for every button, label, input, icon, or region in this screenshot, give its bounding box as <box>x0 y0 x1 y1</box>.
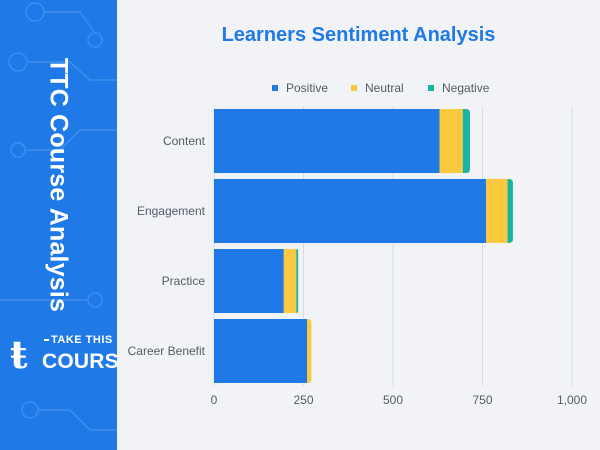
legend-marker-negative <box>428 85 434 91</box>
legend-label-negative: Negative <box>442 81 490 95</box>
x-tick-label-2: 500 <box>383 393 403 407</box>
bar-career-benefit-neutral <box>307 319 312 383</box>
chart-title: Learners Sentiment Analysis <box>221 24 496 46</box>
bar-content-neutral <box>439 109 463 173</box>
bar-career-benefit-positive <box>214 319 308 383</box>
legend-marker-positive <box>272 85 278 91</box>
legend-marker-neutral <box>351 85 357 91</box>
sidebar: TTC Course Analysis ŧ TAKE THIS COURSE <box>0 0 117 450</box>
bar-engagement-negative <box>507 179 513 243</box>
legend-label-positive: Positive <box>286 81 328 95</box>
bar-engagement-positive <box>214 179 487 243</box>
legend-label-neutral: Neutral <box>365 81 404 95</box>
bar-content-positive <box>214 109 440 173</box>
bar-practice-negative <box>296 249 299 313</box>
bar-engagement-neutral <box>486 179 508 243</box>
circuit-pattern <box>0 2 117 431</box>
logo-t-icon: ŧ <box>10 332 28 377</box>
bar-practice-positive <box>214 249 284 313</box>
category-label-0: Content <box>163 134 206 148</box>
category-label-3: Career Benefit <box>128 344 206 358</box>
category-label-2: Practice <box>162 274 206 288</box>
logo-line-2: COURSE <box>42 350 117 373</box>
logo-line-1: TAKE THIS <box>42 334 113 346</box>
x-tick-label-1: 250 <box>293 393 313 407</box>
x-tick-label-0: 0 <box>211 393 218 407</box>
bar-practice-neutral <box>283 249 297 313</box>
take-this-course-logo: ŧ TAKE THIS COURSE <box>8 328 117 384</box>
x-tick-label-4: 1,000 <box>557 393 587 407</box>
x-tick-label-3: 750 <box>472 393 492 407</box>
bar-content-negative <box>462 109 470 173</box>
category-label-1: Engagement <box>137 204 206 218</box>
